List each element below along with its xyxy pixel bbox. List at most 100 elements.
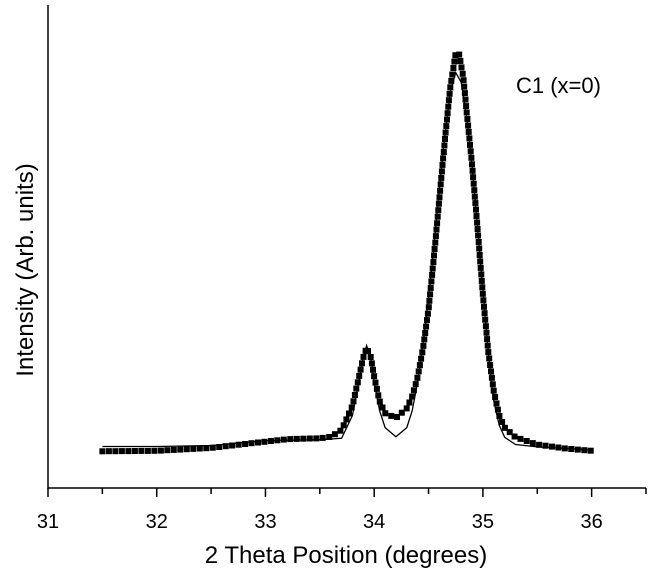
- observed-point: [183, 446, 190, 453]
- observed-point: [440, 155, 447, 162]
- observed-point: [470, 174, 477, 181]
- observed-point: [442, 129, 449, 136]
- observed-point: [370, 366, 376, 373]
- observed-point: [203, 445, 210, 452]
- observed-point: [430, 259, 437, 265]
- observed-point: [118, 448, 125, 455]
- observed-point: [375, 392, 382, 399]
- observed-point: [437, 181, 444, 188]
- observed-point: [373, 385, 380, 392]
- observed-point: [424, 317, 430, 324]
- observed-point: [357, 366, 364, 373]
- observed-point: [447, 84, 454, 91]
- observed-point: [463, 109, 470, 116]
- observed-point: [410, 387, 417, 394]
- observed-point: [461, 90, 468, 97]
- observed-point: [469, 161, 475, 168]
- observed-point: [248, 440, 255, 447]
- observed-point: [346, 410, 352, 417]
- observed-point: [421, 336, 428, 343]
- observed-point: [481, 303, 487, 310]
- observed-point: [470, 180, 477, 187]
- observed-point: [274, 437, 281, 444]
- observed-point: [431, 246, 438, 252]
- observed-point: [574, 446, 581, 453]
- observed-point: [456, 51, 463, 58]
- observed-point: [354, 379, 361, 386]
- observed-point: [300, 435, 307, 442]
- observed-point: [190, 445, 197, 452]
- observed-point: [487, 362, 494, 368]
- observed-point: [360, 353, 367, 360]
- observed-point: [414, 374, 421, 381]
- observed-point: [484, 336, 491, 343]
- observed-point: [478, 277, 485, 284]
- observed-point: [434, 220, 441, 227]
- observed-point: [561, 445, 568, 452]
- observed-point: [424, 310, 431, 317]
- observed-point: [434, 213, 441, 220]
- observed-point: [475, 239, 482, 245]
- observed-point: [474, 226, 481, 232]
- observed-point: [422, 330, 429, 336]
- observed-point: [581, 447, 588, 454]
- observed-point: [138, 447, 145, 454]
- observed-point: [473, 213, 480, 220]
- observed-point: [444, 116, 450, 123]
- observed-point: [467, 148, 474, 155]
- observed-point: [463, 103, 470, 110]
- observed-point: [450, 65, 457, 71]
- observed-point: [446, 90, 453, 97]
- observed-point: [379, 404, 386, 411]
- observed-point: [177, 446, 184, 453]
- observed-point: [350, 398, 357, 405]
- x-tick-label: 34: [363, 511, 385, 533]
- observed-point: [480, 297, 487, 304]
- observed-point: [432, 239, 439, 246]
- observed-point: [280, 436, 287, 443]
- observed-point: [490, 387, 497, 394]
- observed-point: [164, 447, 171, 454]
- observed-point: [144, 447, 151, 454]
- x-tick-label: 33: [254, 511, 276, 533]
- observed-point: [359, 360, 365, 367]
- observed-point: [462, 96, 469, 103]
- observed-point: [536, 441, 543, 448]
- observed-point: [465, 122, 472, 129]
- observed-point: [466, 135, 473, 142]
- observed-point: [477, 258, 484, 265]
- observed-point: [471, 187, 478, 194]
- observed-point: [467, 141, 473, 148]
- observed-point: [496, 413, 503, 419]
- sample-annotation: C1 (x=0): [516, 73, 601, 98]
- observed-point: [431, 252, 437, 259]
- observed-point: [353, 385, 360, 392]
- observed-point: [433, 226, 440, 233]
- observed-point: [472, 200, 479, 207]
- observed-point: [442, 136, 448, 142]
- observed-point: [371, 373, 378, 380]
- observed-point: [326, 434, 333, 440]
- observed-point: [340, 422, 347, 429]
- observed-point: [365, 348, 371, 355]
- observed-point: [376, 398, 383, 405]
- observed-point: [464, 116, 471, 122]
- observed-point: [471, 193, 478, 200]
- observed-point: [458, 64, 465, 71]
- observed-point: [474, 219, 481, 226]
- observed-point: [429, 265, 436, 272]
- observed-point: [438, 168, 445, 175]
- observed-point: [331, 431, 338, 438]
- observed-point: [511, 433, 518, 440]
- observed-point: [482, 316, 489, 323]
- observed-point: [445, 103, 452, 110]
- observed-point: [418, 355, 425, 362]
- observed-point: [319, 434, 326, 441]
- observed-point: [437, 187, 444, 194]
- observed-point: [105, 448, 112, 455]
- observed-point: [444, 110, 451, 117]
- observed-point: [416, 362, 423, 369]
- observed-point: [425, 304, 432, 311]
- observed-point: [485, 349, 492, 356]
- observed-point: [476, 245, 483, 252]
